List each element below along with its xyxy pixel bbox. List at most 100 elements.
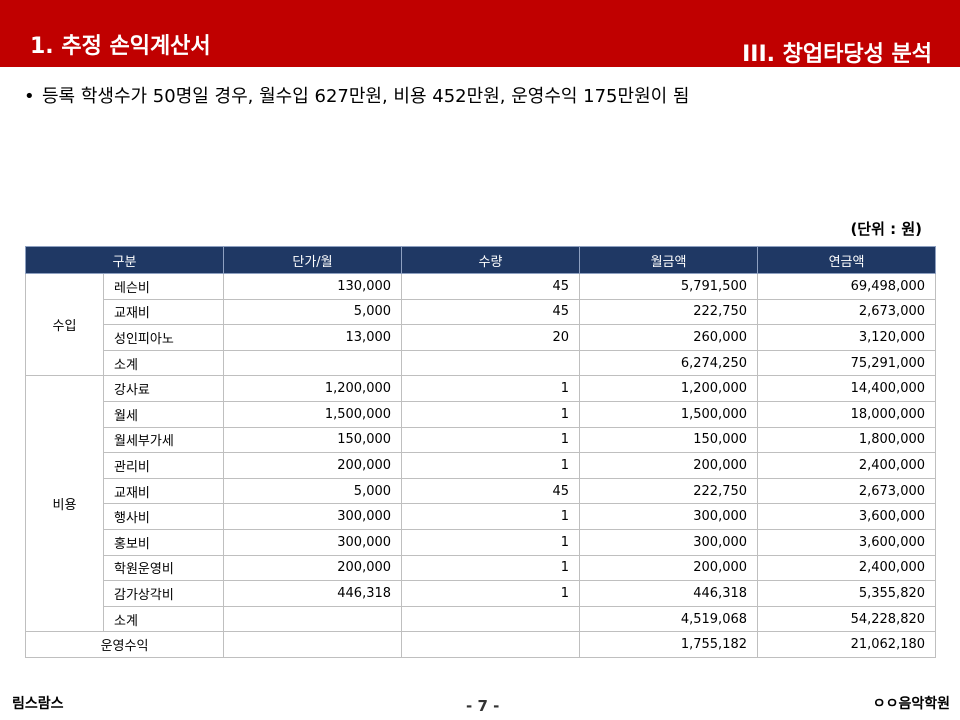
annual-cell: 69,498,000 (757, 273, 937, 300)
qty-cell: 1 (401, 554, 581, 582)
unit-price-cell: 150,000 (223, 426, 403, 454)
monthly-cell: 222,750 (579, 477, 759, 505)
monthly-cell: 300,000 (579, 503, 759, 530)
column-header: 월금액 (579, 246, 759, 274)
item-cell: 성인피아노 (102, 324, 225, 351)
unit-price-cell: 5,000 (223, 298, 403, 326)
unit-price-cell (223, 349, 403, 377)
annual-cell: 54,228,820 (757, 605, 937, 633)
unit-price-cell: 13,000 (223, 324, 403, 351)
qty-cell (401, 605, 581, 633)
qty-cell: 1 (401, 580, 581, 607)
item-cell: 교재비 (102, 477, 225, 505)
item-cell: 행사비 (102, 503, 225, 530)
column-header: 연금액 (757, 246, 937, 274)
unit-price-cell: 5,000 (223, 477, 403, 505)
qty-cell: 45 (401, 477, 581, 505)
qty-cell (401, 631, 581, 658)
table-row: 행사비 300,000 1 300,000 3,600,000 (26, 503, 937, 530)
table-row: 비용 강사료 1,200,000 1 1,200,000 14,400,000 (25, 375, 937, 633)
income-statement-table: 구분 단가/월 수량 월금액 연금액 수입 레슨비 130,000 45 5,791,5… (24, 246, 937, 658)
monthly-cell: 200,000 (579, 452, 759, 479)
annual-cell: 1,800,000 (757, 426, 937, 454)
footer-brand: 림스람스 (12, 696, 64, 712)
unit-price-cell: 1,200,000 (223, 375, 403, 402)
unit-price-cell: 200,000 (223, 554, 403, 582)
summary-bullet: • 등록 학생수가 50명일 경우, 월수입 627만원, 비용 452만원, 운… (24, 82, 689, 108)
section-title: 1. 추정 손익계산서 (30, 34, 211, 59)
unit-price-cell: 300,000 (223, 503, 403, 530)
table-row: 관리비 200,000 1 200,000 2,400,000 (26, 452, 937, 479)
monthly-cell: 5,791,500 (579, 273, 759, 300)
qty-cell: 1 (401, 426, 581, 454)
annual-cell: 5,355,820 (757, 580, 937, 607)
footer-academy-name: ㅇㅇ음악학원 (872, 696, 950, 712)
item-cell: 월세부가세 (102, 426, 225, 454)
monthly-cell: 200,000 (579, 554, 759, 582)
annual-cell: 3,120,000 (757, 324, 937, 351)
item-cell: 소계 (102, 605, 225, 633)
unit-price-cell (223, 605, 403, 633)
qty-cell: 1 (401, 503, 581, 530)
monthly-cell: 6,274,250 (579, 349, 759, 377)
monthly-cell: 300,000 (579, 528, 759, 556)
qty-cell: 20 (401, 324, 581, 351)
item-cell: 홍보비 (102, 528, 225, 556)
bullet-icon: • (24, 86, 35, 107)
unit-price-cell: 446,318 (223, 580, 403, 607)
annual-cell: 2,673,000 (757, 298, 937, 326)
column-header: 단가/월 (223, 246, 403, 274)
table-row: 월세부가세 150,000 1 150,000 1,800,000 (26, 426, 937, 454)
monthly-cell: 446,318 (579, 580, 759, 607)
annual-cell: 2,400,000 (757, 452, 937, 479)
unit-note: (단위 : 원) (850, 220, 922, 238)
annual-cell: 21,062,180 (757, 631, 937, 658)
table-row-total: 운영수익 1,755,182 21,062,180 (24, 631, 937, 658)
table-body: 수입 레슨비 130,000 45 5,791,500 69,498,000 교재비 5,00… (24, 272, 937, 658)
monthly-cell: 4,519,068 (579, 605, 759, 633)
item-cell: 감가상각비 (102, 580, 225, 607)
unit-price-cell (223, 631, 403, 658)
table-row: 교재비 5,000 45 222,750 2,673,000 (26, 298, 937, 326)
annual-cell: 3,600,000 (757, 503, 937, 530)
qty-cell: 1 (401, 375, 581, 402)
unit-price-cell: 1,500,000 (223, 400, 403, 428)
annual-cell: 2,400,000 (757, 554, 937, 582)
item-cell: 교재비 (102, 298, 225, 326)
unit-price-cell: 300,000 (223, 528, 403, 556)
annual-cell: 14,400,000 (757, 375, 937, 402)
footer-label-cell: 운영수익 (24, 631, 225, 658)
qty-cell: 1 (401, 452, 581, 479)
column-header: 구분 (24, 246, 225, 274)
column-header: 수량 (401, 246, 581, 274)
group-label-cell: 비용 (25, 375, 104, 633)
item-cell: 소계 (102, 349, 225, 377)
monthly-cell: 222,750 (579, 298, 759, 326)
page-number: - 7 - (466, 697, 500, 715)
table-header-row: 구분 단가/월 수량 월금액 연금액 (24, 246, 937, 274)
item-cell: 강사료 (102, 375, 225, 402)
qty-cell (401, 349, 581, 377)
table-row: 성인피아노 13,000 20 260,000 3,120,000 (26, 324, 937, 351)
qty-cell: 45 (401, 273, 581, 300)
item-cell: 월세 (102, 400, 225, 428)
unit-price-cell: 130,000 (223, 273, 403, 300)
table-row: 교재비 5,000 45 222,750 2,673,000 (26, 477, 937, 505)
annual-cell: 2,673,000 (757, 477, 937, 505)
monthly-cell: 1,500,000 (579, 400, 759, 428)
table-row: 수입 레슨비 130,000 45 5,791,500 69,498,000 (25, 272, 937, 377)
item-cell: 관리비 (102, 452, 225, 479)
qty-cell: 45 (401, 298, 581, 326)
title-bar: 1. 추정 손익계산서 III. 창업타당성 분석 (0, 0, 960, 67)
group-label-cell: 수입 (25, 272, 104, 377)
monthly-cell: 1,200,000 (579, 375, 759, 402)
unit-price-cell: 200,000 (223, 452, 403, 479)
table-row: 감가상각비 446,318 1 446,318 5,355,820 (26, 580, 937, 607)
table-row: 소계 6,274,250 75,291,000 (26, 349, 937, 377)
qty-cell: 1 (401, 400, 581, 428)
summary-text: 등록 학생수가 50명일 경우, 월수입 627만원, 비용 452만원, 운영… (42, 86, 690, 107)
qty-cell: 1 (401, 528, 581, 556)
annual-cell: 3,600,000 (757, 528, 937, 556)
monthly-cell: 150,000 (579, 426, 759, 454)
monthly-cell: 1,755,182 (579, 631, 759, 658)
